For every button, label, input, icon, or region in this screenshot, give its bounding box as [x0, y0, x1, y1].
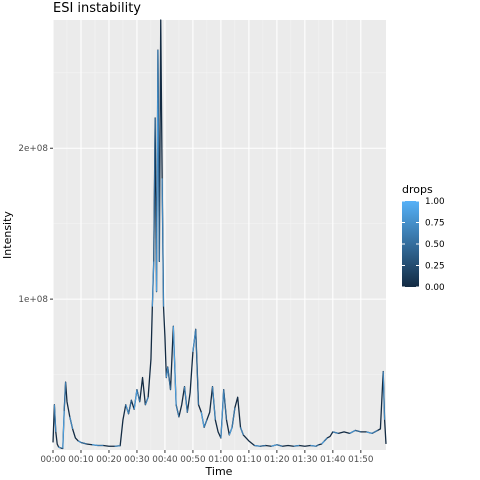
legend-tick-label: 0.00	[425, 283, 445, 293]
series-segment	[324, 437, 328, 442]
series-segment	[366, 431, 373, 434]
chart-title: ESI instability	[53, 1, 141, 16]
legend-colorbar	[402, 201, 419, 287]
series-segment	[231, 407, 236, 428]
series-segment	[77, 440, 82, 443]
series-segment	[260, 444, 266, 447]
x-tick-label: 01:40	[320, 455, 346, 465]
x-tick-label: 01:10	[236, 455, 262, 465]
x-axis: 00:00 00:10 00:20 00:30 00:40 00:50 01:00 01:10…	[40, 450, 374, 465]
major-gridlines	[52, 20, 386, 450]
series-segment	[136, 389, 141, 402]
series-segment	[80, 441, 87, 445]
series-segment	[175, 404, 180, 417]
series-segment	[195, 329, 200, 405]
x-tick-label: 01:20	[264, 455, 290, 465]
legend-ticks: 1.00 0.75 0.50 0.25 0.00	[402, 197, 445, 293]
series-segment	[161, 178, 165, 307]
legend: drops 1.00 0.75 0.50 0.25 0.00	[402, 183, 445, 293]
x-tick-label: 00:30	[124, 455, 150, 465]
series-segment	[349, 429, 356, 434]
series-segment	[355, 429, 361, 433]
series-segment	[172, 326, 177, 405]
series-segment	[321, 440, 325, 445]
series-segment	[69, 416, 74, 430]
series-segment	[151, 261, 155, 307]
x-tick-label: 00:10	[68, 455, 94, 465]
series-segment	[200, 412, 205, 428]
series-segment	[63, 382, 67, 411]
legend-title: drops	[402, 183, 433, 196]
series-segment	[254, 444, 261, 447]
x-tick-label: 00:00	[40, 455, 66, 465]
series-segment	[125, 404, 130, 414]
series-segment	[153, 118, 156, 262]
series-segment	[239, 427, 244, 436]
legend-tick-label: 1.00	[425, 197, 445, 207]
legend-tick-label: 0.50	[425, 240, 445, 250]
legend-tick-label: 0.25	[425, 262, 445, 272]
series-segment	[133, 389, 138, 410]
series-segment	[157, 50, 160, 262]
series-segment	[228, 427, 233, 436]
series-segment	[382, 371, 386, 420]
x-tick-label: 00:50	[180, 455, 206, 465]
x-axis-title: Time	[205, 465, 233, 478]
series-segment	[293, 444, 300, 447]
x-tick-label: 00:40	[152, 455, 178, 465]
series-segment	[192, 329, 197, 352]
x-tick-label: 01:00	[208, 455, 234, 465]
y-tick-label: 2e+08	[18, 144, 48, 154]
x-tick-label: 01:30	[292, 455, 318, 465]
y-tick-label: 1e+08	[18, 295, 48, 305]
y-axis-title: Intensity	[1, 211, 14, 259]
series-segment	[223, 389, 228, 420]
series-segment	[183, 386, 188, 413]
series-segment	[220, 389, 225, 438]
series-segment	[211, 386, 216, 420]
series-segment	[332, 431, 339, 434]
y-axis: 1e+08 2e+08	[18, 144, 53, 305]
series-segment	[53, 404, 57, 432]
series-segment	[310, 444, 317, 447]
x-tick-label: 01:50	[348, 455, 374, 465]
x-tick-label: 00:20	[96, 455, 122, 465]
series-segment	[144, 397, 149, 405]
series-segment	[128, 400, 132, 414]
series-segment	[167, 366, 172, 390]
series-segment	[92, 444, 98, 447]
series-segment	[58, 446, 61, 449]
series-segment	[62, 410, 65, 449]
series-segment	[315, 444, 320, 447]
plot-panel	[53, 20, 386, 450]
legend-tick-label: 0.75	[425, 219, 445, 229]
series-segment	[276, 444, 283, 447]
series-segment	[271, 444, 278, 447]
series-layer	[52, 19, 387, 450]
series-segment	[203, 419, 208, 428]
series-segment	[371, 429, 378, 434]
